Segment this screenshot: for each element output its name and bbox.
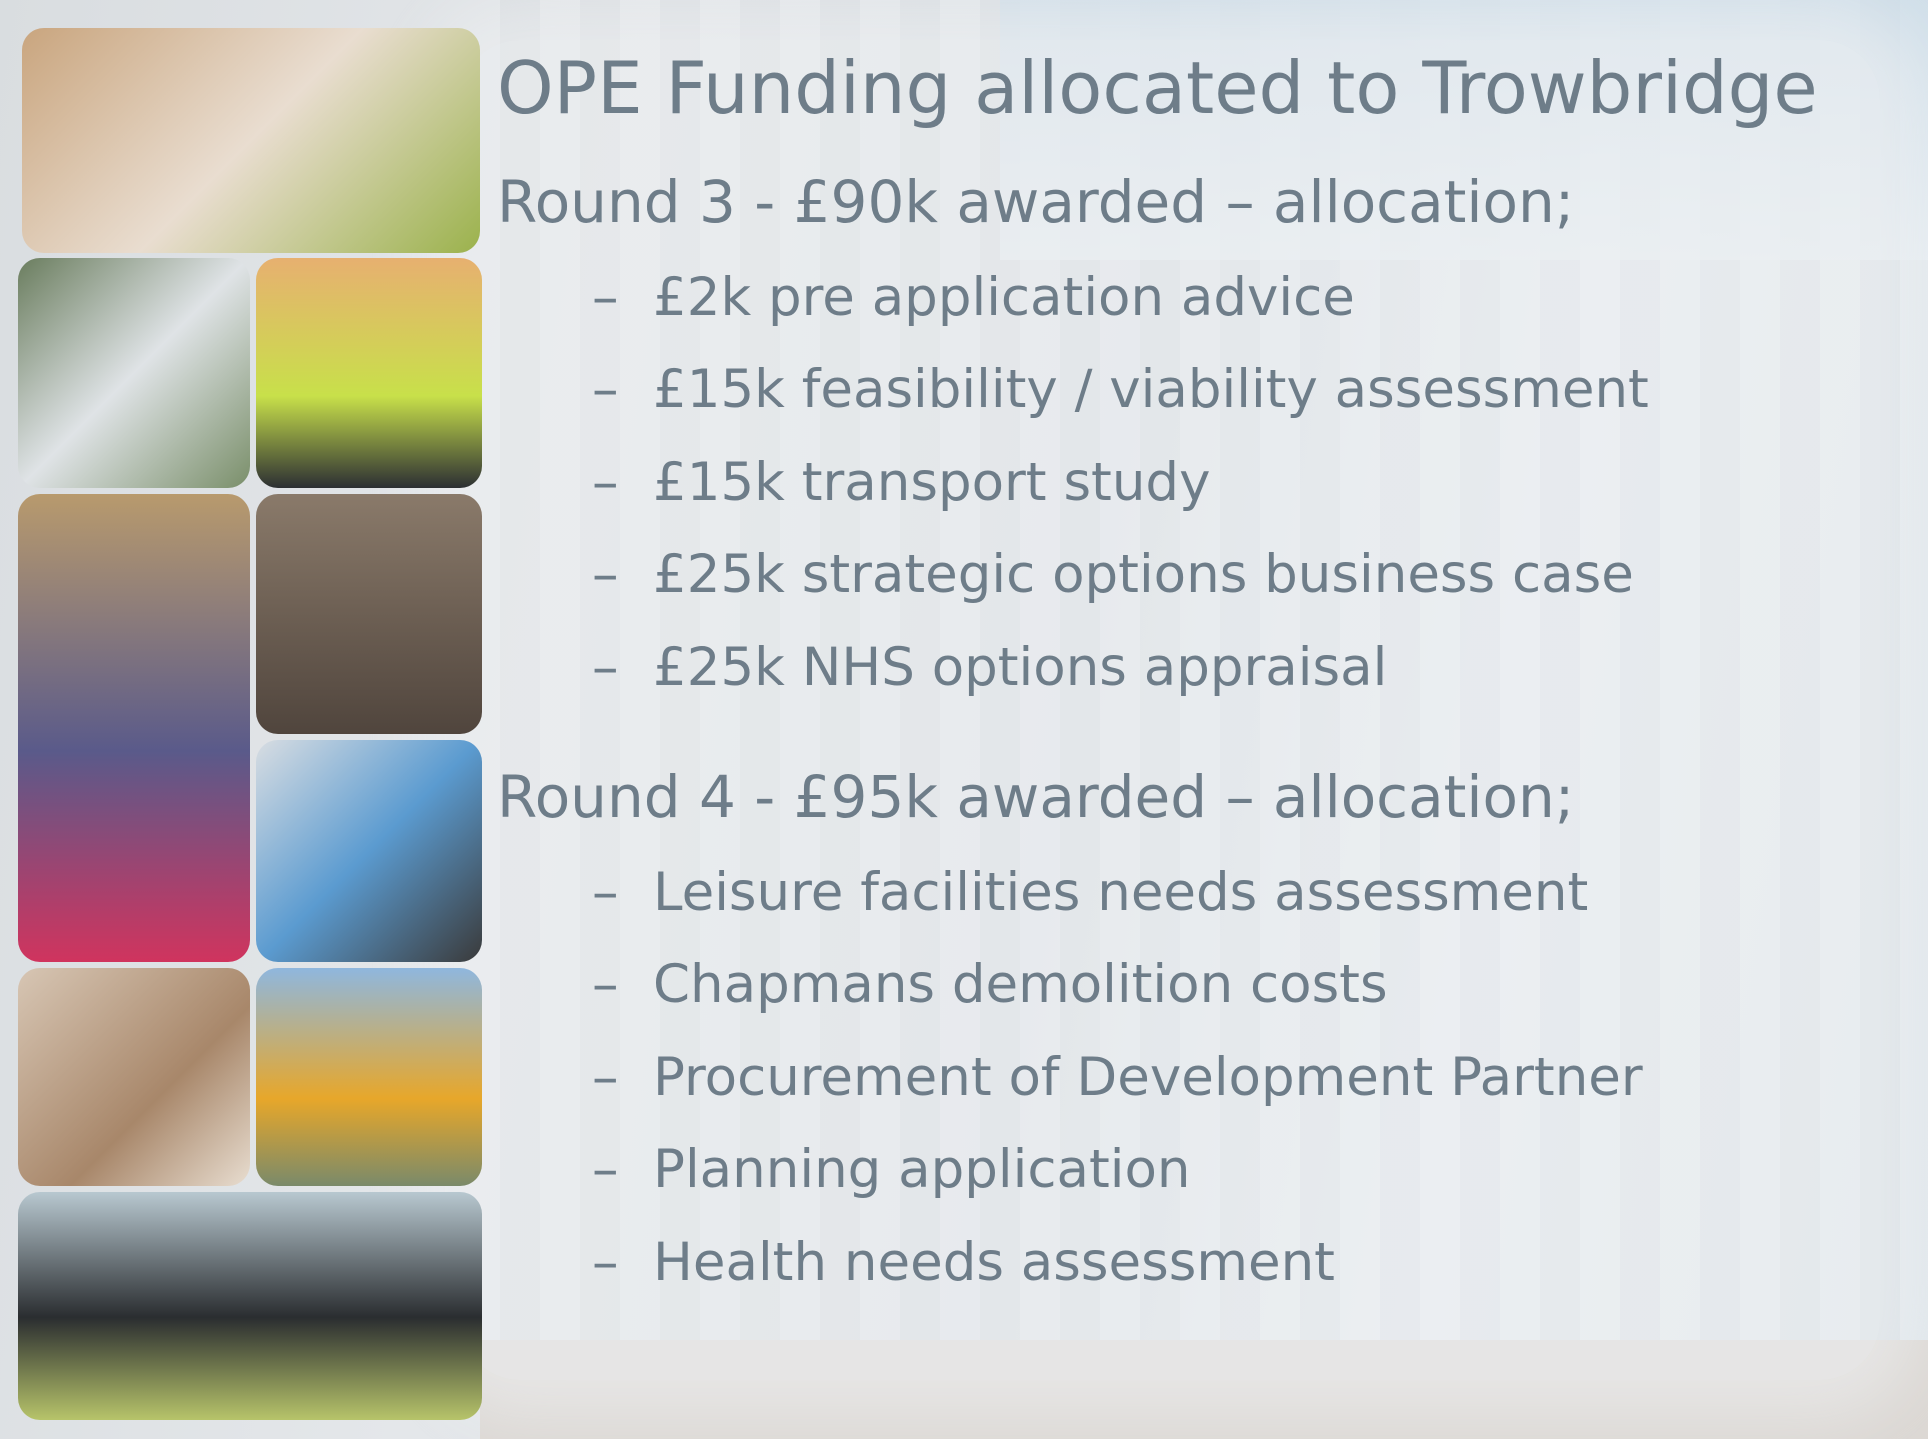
photo-library-sign: [256, 494, 482, 734]
list-item-text: Planning application: [653, 1139, 1191, 1200]
photo-aerial: [18, 258, 250, 488]
photo-gym: [18, 1192, 482, 1420]
section-heading: Round 3 - £90k awarded – allocation;: [497, 168, 1575, 236]
photo-building: [256, 968, 482, 1186]
list-item: – £15k transport study: [592, 452, 1211, 513]
section-heading: Round 4 - £95k awarded – allocation;: [497, 763, 1575, 831]
list-item-text: £15k transport study: [653, 452, 1211, 513]
list-item-text: £15k feasibility / viability assessment: [653, 359, 1649, 420]
list-item: – Planning application: [592, 1139, 1191, 1200]
list-item: – £25k NHS options appraisal: [592, 637, 1388, 698]
list-item: – Procurement of Development Partner: [592, 1047, 1643, 1108]
list-item-text: Health needs assessment: [653, 1232, 1335, 1293]
list-item: – Chapmans demolition costs: [592, 954, 1388, 1015]
list-item-text: £25k strategic options business case: [653, 544, 1634, 605]
list-item-text: £25k NHS options appraisal: [653, 637, 1388, 698]
list-item: – £2k pre application advice: [592, 267, 1355, 328]
photo-laptop: [256, 740, 482, 962]
list-item-text: Chapmans demolition costs: [653, 954, 1388, 1015]
list-item-text: £2k pre application advice: [653, 267, 1355, 328]
photo-elderly: [18, 968, 250, 1186]
fade: [460, 40, 1880, 1380]
photo-cafe: [22, 28, 480, 253]
photo-police: [256, 258, 482, 488]
photo-library: [18, 494, 250, 962]
list-item: – Leisure facilities needs assessment: [592, 862, 1589, 923]
list-item: – Health needs assessment: [592, 1232, 1335, 1293]
list-item: – £25k strategic options business case: [592, 544, 1634, 605]
list-item: – £15k feasibility / viability assessment: [592, 359, 1649, 420]
list-item-text: Procurement of Development Partner: [653, 1047, 1643, 1108]
slide-title: OPE Funding allocated to Trowbridge: [497, 46, 1818, 130]
list-item-text: Leisure facilities needs assessment: [653, 862, 1589, 923]
